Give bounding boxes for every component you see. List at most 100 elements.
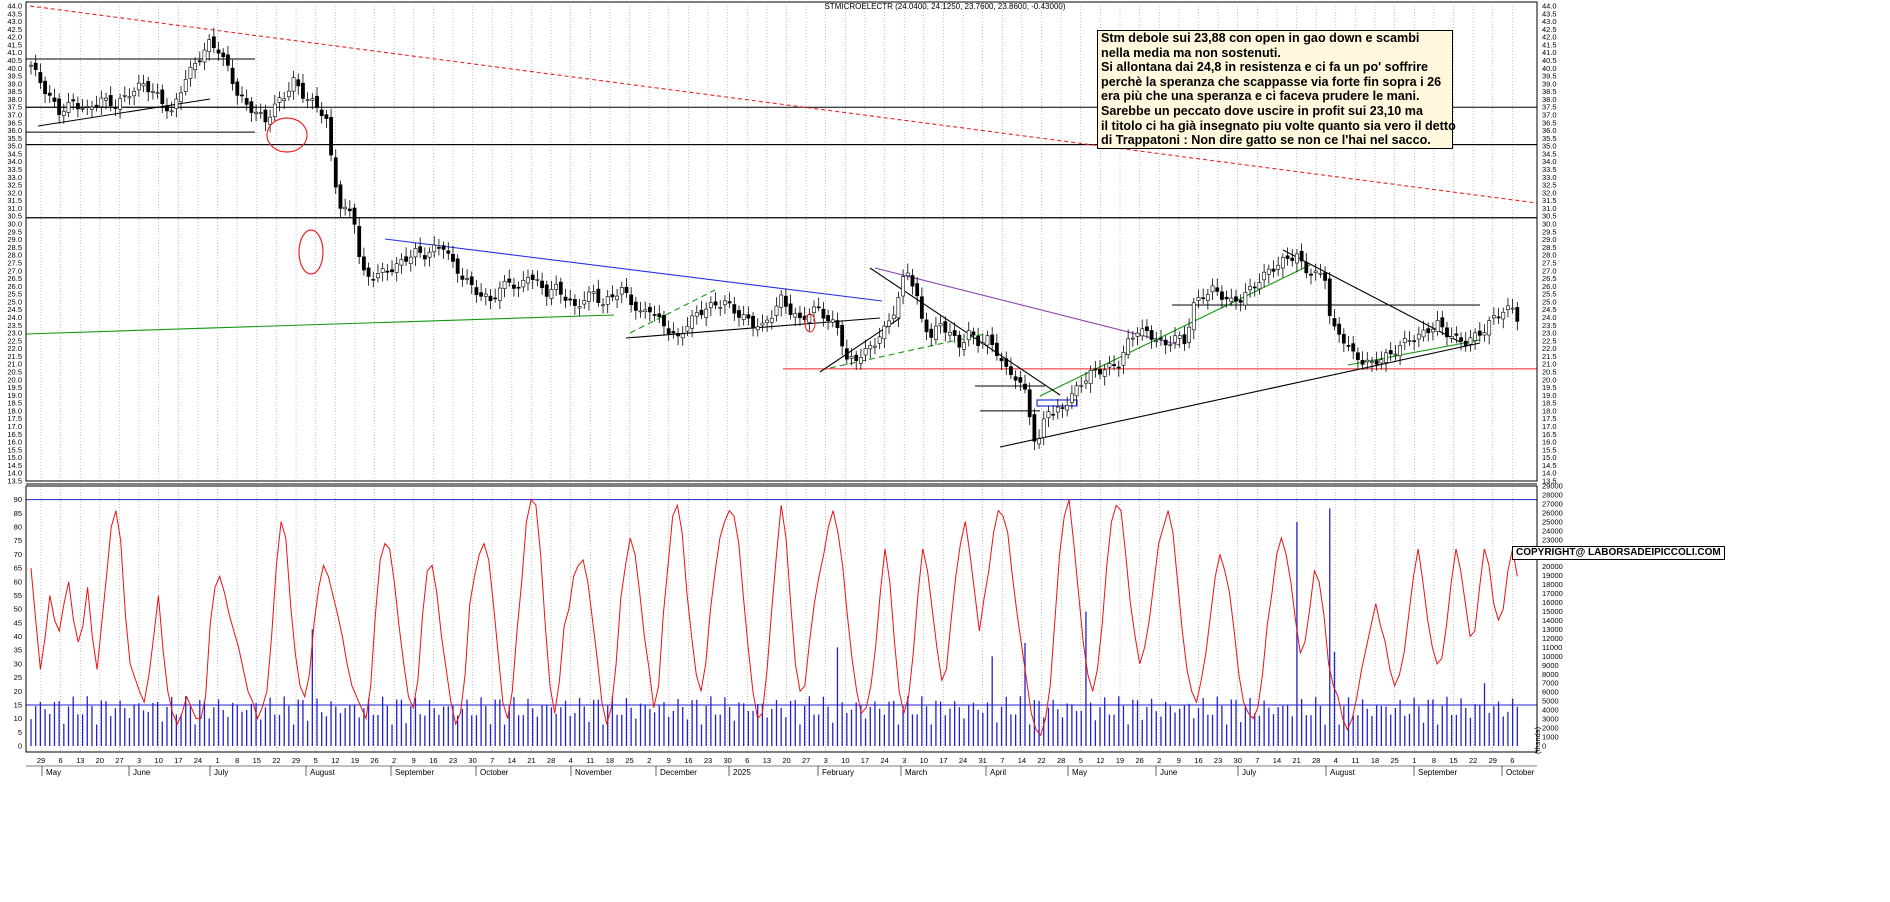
candle-body	[901, 276, 905, 297]
oscillator-tick: 0	[18, 742, 22, 751]
oscillator-line	[30, 498, 1518, 737]
candle-body	[1459, 337, 1463, 342]
price-tick-left: 23.0	[7, 329, 22, 338]
candle-body	[727, 301, 732, 304]
candle-body	[1182, 334, 1187, 345]
price-tick-left: 33.5	[7, 165, 22, 174]
note-line: il titolo ci ha già insegnato piu volte …	[1101, 118, 1456, 133]
month-label: June	[1160, 768, 1178, 777]
candle-body	[919, 296, 924, 319]
candle-body	[404, 256, 408, 262]
oscillator-tick: 5	[18, 728, 22, 737]
candle-body	[357, 225, 362, 257]
highlight-ellipses	[266, 117, 816, 333]
volume-tick: 7000	[1542, 679, 1559, 688]
price-tick-left: 21.0	[7, 360, 22, 369]
candle-body	[1018, 377, 1023, 383]
day-tick: 20	[782, 756, 790, 765]
candle-body	[755, 326, 760, 331]
day-tick: 8	[1432, 756, 1436, 765]
candle-body	[1412, 340, 1417, 342]
oscillator-tick: 30	[14, 659, 22, 668]
day-tick: 7	[490, 756, 494, 765]
candle-body	[127, 96, 132, 99]
candle-body	[240, 94, 244, 97]
price-tick-right: 40.0	[1542, 64, 1557, 73]
price-tick-left: 18.5	[7, 399, 22, 408]
day-tick: 14	[1273, 756, 1281, 765]
candle-body	[577, 306, 582, 309]
candle-body	[361, 256, 366, 271]
candle-body	[301, 82, 305, 99]
candle-body	[413, 248, 418, 258]
candle-body	[343, 206, 348, 210]
day-tick: 18	[1371, 756, 1379, 765]
day-tick: 15	[1449, 756, 1457, 765]
green-short-trendline	[1347, 339, 1481, 366]
candle-body	[746, 314, 751, 319]
candle-body	[1393, 353, 1398, 356]
day-tick: 23	[449, 756, 457, 765]
price-tick-left: 42.5	[7, 25, 22, 34]
candle-body	[1365, 359, 1370, 363]
day-tick: 7	[1000, 756, 1004, 765]
month-label: May	[46, 768, 61, 777]
candle-body	[788, 303, 793, 315]
red-descending-trendline	[29, 5, 1538, 204]
price-tick-right: 30.0	[1542, 220, 1557, 229]
day-tick: 16	[1194, 756, 1202, 765]
day-tick: 29	[37, 756, 45, 765]
candle-body	[118, 98, 122, 110]
day-tick: 30	[723, 756, 731, 765]
price-tick-left: 36.0	[7, 126, 22, 135]
price-tick-right: 17.0	[1542, 422, 1557, 431]
candle-body	[1379, 359, 1384, 364]
month-label: April	[990, 768, 1006, 777]
candle-body	[66, 102, 71, 113]
candle-body	[868, 345, 873, 350]
price-tick-right: 21.0	[1542, 360, 1557, 369]
candle-body	[1065, 405, 1070, 411]
candle-body	[1515, 307, 1520, 322]
candle-body	[1431, 328, 1435, 333]
day-tick: 3	[824, 756, 828, 765]
candle-body	[835, 320, 840, 329]
candle-body	[610, 294, 615, 298]
candle-body	[141, 83, 146, 87]
candle-body	[1168, 344, 1173, 347]
price-tick-right: 37.0	[1542, 111, 1557, 120]
price-trendlines	[25, 5, 1538, 448]
price-tick-right: 44.0	[1542, 2, 1557, 11]
price-axis-right: 13.514.014.515.015.516.016.517.017.518.0…	[1542, 2, 1557, 486]
candle-body	[938, 323, 943, 327]
price-tick-left: 27.5	[7, 258, 22, 267]
day-tick: 17	[939, 756, 947, 765]
candle-body	[1013, 376, 1018, 381]
copyright-badge: COPYRIGHT@ LABORSADEIPICCOLI.COM	[1512, 546, 1725, 560]
candle-body	[1229, 297, 1234, 302]
price-tick-left: 35.5	[7, 134, 22, 143]
candle-body	[258, 112, 263, 114]
candle-body	[877, 336, 882, 344]
month-label: November	[575, 768, 612, 777]
price-panel-frame	[25, 1, 1538, 482]
price-tick-left: 25.0	[7, 297, 22, 306]
day-tick: 17	[174, 756, 182, 765]
day-tick: 22	[1037, 756, 1045, 765]
candle-body	[1454, 333, 1459, 336]
volume-tick: 2000	[1542, 724, 1559, 733]
price-tick-left: 29.5	[7, 227, 22, 236]
candle-body	[1196, 297, 1201, 301]
blue-resistance-trendline	[384, 238, 883, 302]
candle-body	[1248, 285, 1252, 291]
candle-body	[596, 288, 601, 303]
candle-body	[85, 106, 90, 108]
candle-body	[1388, 350, 1393, 355]
day-tick: 19	[351, 756, 359, 765]
candle-body	[943, 321, 948, 333]
volume-tick: 12000	[1542, 634, 1563, 643]
candle-body	[1079, 384, 1084, 387]
candle-body	[751, 315, 755, 328]
day-tick: 18	[606, 756, 614, 765]
candle-body	[1032, 414, 1037, 442]
